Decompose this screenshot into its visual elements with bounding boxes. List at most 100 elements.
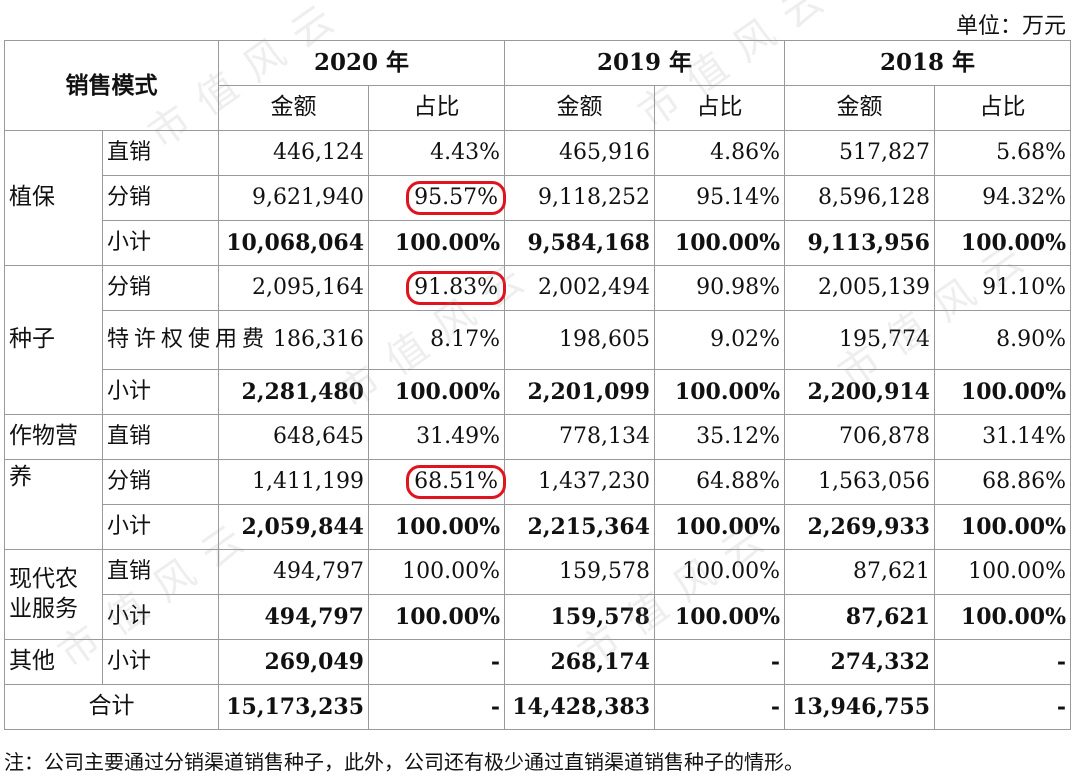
- amount-2020: 494,797: [218, 549, 369, 595]
- amount-2018: 8,596,128: [784, 175, 935, 221]
- ratio-2019: 95.14%: [654, 175, 785, 221]
- table-row: 养 分销 1,411,199 68.51% 1,437,230 64.88% 1…: [4, 459, 1071, 550]
- sub-label: 直销: [102, 414, 219, 460]
- subtotal-row: 其他 小计 269,049 - 268,174 - 274,332 -: [4, 639, 1071, 685]
- header-sales-mode: 销售模式: [4, 40, 219, 131]
- ratio-2018: 100.00%: [934, 594, 1071, 640]
- ratio-2019: 64.88%: [654, 459, 785, 505]
- highlight-circle: 68.51%: [406, 464, 506, 500]
- amount-2018: 2,200,914: [784, 369, 935, 415]
- amount-2020: 9,621,940: [218, 175, 369, 221]
- ratio-2019: -: [654, 684, 785, 730]
- amount-2020: 10,068,064: [218, 220, 369, 266]
- highlight-circle: 95.57%: [406, 180, 506, 216]
- ratio-2020: 4.43%: [368, 130, 505, 176]
- amount-2019: 159,578: [504, 594, 655, 640]
- sub-label: 小计: [102, 639, 219, 685]
- ratio-2020: -: [368, 684, 505, 730]
- subtotal-row: 小计 2,281,480 100.00% 2,201,099 100.00% 2…: [5, 369, 1071, 415]
- header-year-2020: 2020 年: [218, 40, 505, 86]
- table-row: 植保 直销 446,124 4.43% 465,916 4.86% 517,82…: [4, 130, 1071, 266]
- subtotal-row: 小计 494,797 100.00% 159,578 100.00% 87,62…: [5, 594, 1071, 640]
- sub-label: 分销: [102, 265, 219, 311]
- ratio-2018: 100.00%: [934, 504, 1071, 550]
- header-year-2018: 2018 年: [784, 40, 1071, 86]
- table-row: 现代农业服务 直销 494,797 100.00% 159,578 100.00…: [4, 549, 1071, 640]
- amount-2019: 159,578: [504, 549, 655, 595]
- table-row: 作物营 直销 648,645 31.49% 778,134 35.12% 706…: [4, 414, 1071, 460]
- amount-2018: 274,332: [784, 639, 935, 685]
- ratio-2018: 31.14%: [934, 414, 1071, 460]
- amount-2018: 706,878: [784, 414, 935, 460]
- header-year-2019: 2019 年: [504, 40, 785, 86]
- ratio-2020: 95.57%: [368, 175, 506, 221]
- amount-2020: 494,797: [218, 594, 369, 640]
- ratio-2020: -: [368, 639, 505, 685]
- amount-2018: 9,113,956: [784, 220, 935, 266]
- unit-label: 单位：万元: [955, 14, 1066, 39]
- category-cell: 植保: [4, 130, 103, 266]
- header-row-years: 销售模式 2020 年 2019 年 2018 年: [4, 40, 1071, 131]
- ratio-2018: 68.86%: [934, 459, 1071, 505]
- ratio-2019: 4.86%: [654, 130, 785, 176]
- amount-2019: 9,118,252: [504, 175, 655, 221]
- category-cell: 养: [4, 459, 103, 550]
- amount-2019: 465,916: [504, 130, 655, 176]
- ratio-2020: 31.49%: [368, 414, 505, 460]
- ratio-2020: 100.00%: [368, 220, 505, 266]
- amount-2019: 268,174: [504, 639, 655, 685]
- amount-2019: 2,215,364: [504, 504, 655, 550]
- ratio-2019: 100.00%: [654, 369, 785, 415]
- ratio-2018: -: [934, 684, 1071, 730]
- header-ratio: 占比: [654, 85, 785, 131]
- sub-label: 直销: [102, 549, 219, 595]
- amount-2018: 195,774: [784, 310, 935, 370]
- ratio-2019: 90.98%: [654, 265, 785, 311]
- ratio-2020: 68.51%: [368, 459, 506, 505]
- amount-2018: 87,621: [784, 594, 935, 640]
- sub-label: 小计: [102, 504, 219, 550]
- header-ratio: 占比: [368, 85, 505, 131]
- header-amount: 金额: [504, 85, 655, 131]
- ratio-2018: 100.00%: [934, 369, 1071, 415]
- sub-label: 分销: [102, 459, 219, 505]
- table-row: 种子 分销 2,095,164 91.83% 2,002,494 90.98% …: [4, 265, 1071, 415]
- header-amount: 金额: [784, 85, 935, 131]
- sub-label: 直销: [102, 130, 219, 176]
- ratio-2019: 100.00%: [654, 594, 785, 640]
- subtotal-row: 小计 10,068,064 100.00% 9,584,168 100.00% …: [5, 220, 1071, 266]
- amount-2019: 1,437,230: [504, 459, 655, 505]
- amount-2018: 1,563,056: [784, 459, 935, 505]
- amount-2019: 778,134: [504, 414, 655, 460]
- ratio-2019: 100.00%: [654, 220, 785, 266]
- ratio-2018: 100.00%: [934, 549, 1071, 595]
- amount-2020: 648,645: [218, 414, 369, 460]
- ratio-2019: 100.00%: [654, 504, 785, 550]
- category-cell: 种子: [4, 265, 103, 415]
- amount-2018: 87,621: [784, 549, 935, 595]
- sub-label: 特许权使用费: [102, 310, 264, 370]
- amount-2018: 2,269,933: [784, 504, 935, 550]
- ratio-2019: 9.02%: [654, 310, 785, 370]
- ratio-2020: 100.00%: [368, 369, 505, 415]
- amount-2019: 9,584,168: [504, 220, 655, 266]
- ratio-2020: 100.00%: [368, 549, 505, 595]
- ratio-2018: 100.00%: [934, 220, 1071, 266]
- sub-label: 小计: [102, 220, 219, 266]
- ratio-2019: 100.00%: [654, 549, 785, 595]
- amount-2020: 15,173,235: [218, 684, 369, 730]
- amount-2020: 2,059,844: [218, 504, 369, 550]
- amount-2020: 269,049: [218, 639, 369, 685]
- category-cell: 现代农业服务: [4, 549, 103, 640]
- ratio-2020: 91.83%: [368, 265, 506, 311]
- ratio-2018: 91.10%: [934, 265, 1071, 311]
- amount-2018: 2,005,139: [784, 265, 935, 311]
- sub-label: 分销: [102, 175, 219, 221]
- subtotal-row: 小计 2,059,844 100.00% 2,215,364 100.00% 2…: [5, 504, 1071, 550]
- amount-2019: 14,428,383: [504, 684, 655, 730]
- ratio-2020: 100.00%: [368, 504, 505, 550]
- total-label: 合计: [4, 684, 219, 730]
- amount-2020: 2,095,164: [218, 265, 369, 311]
- header-ratio: 占比: [934, 85, 1071, 131]
- ratio-2018: -: [934, 639, 1071, 685]
